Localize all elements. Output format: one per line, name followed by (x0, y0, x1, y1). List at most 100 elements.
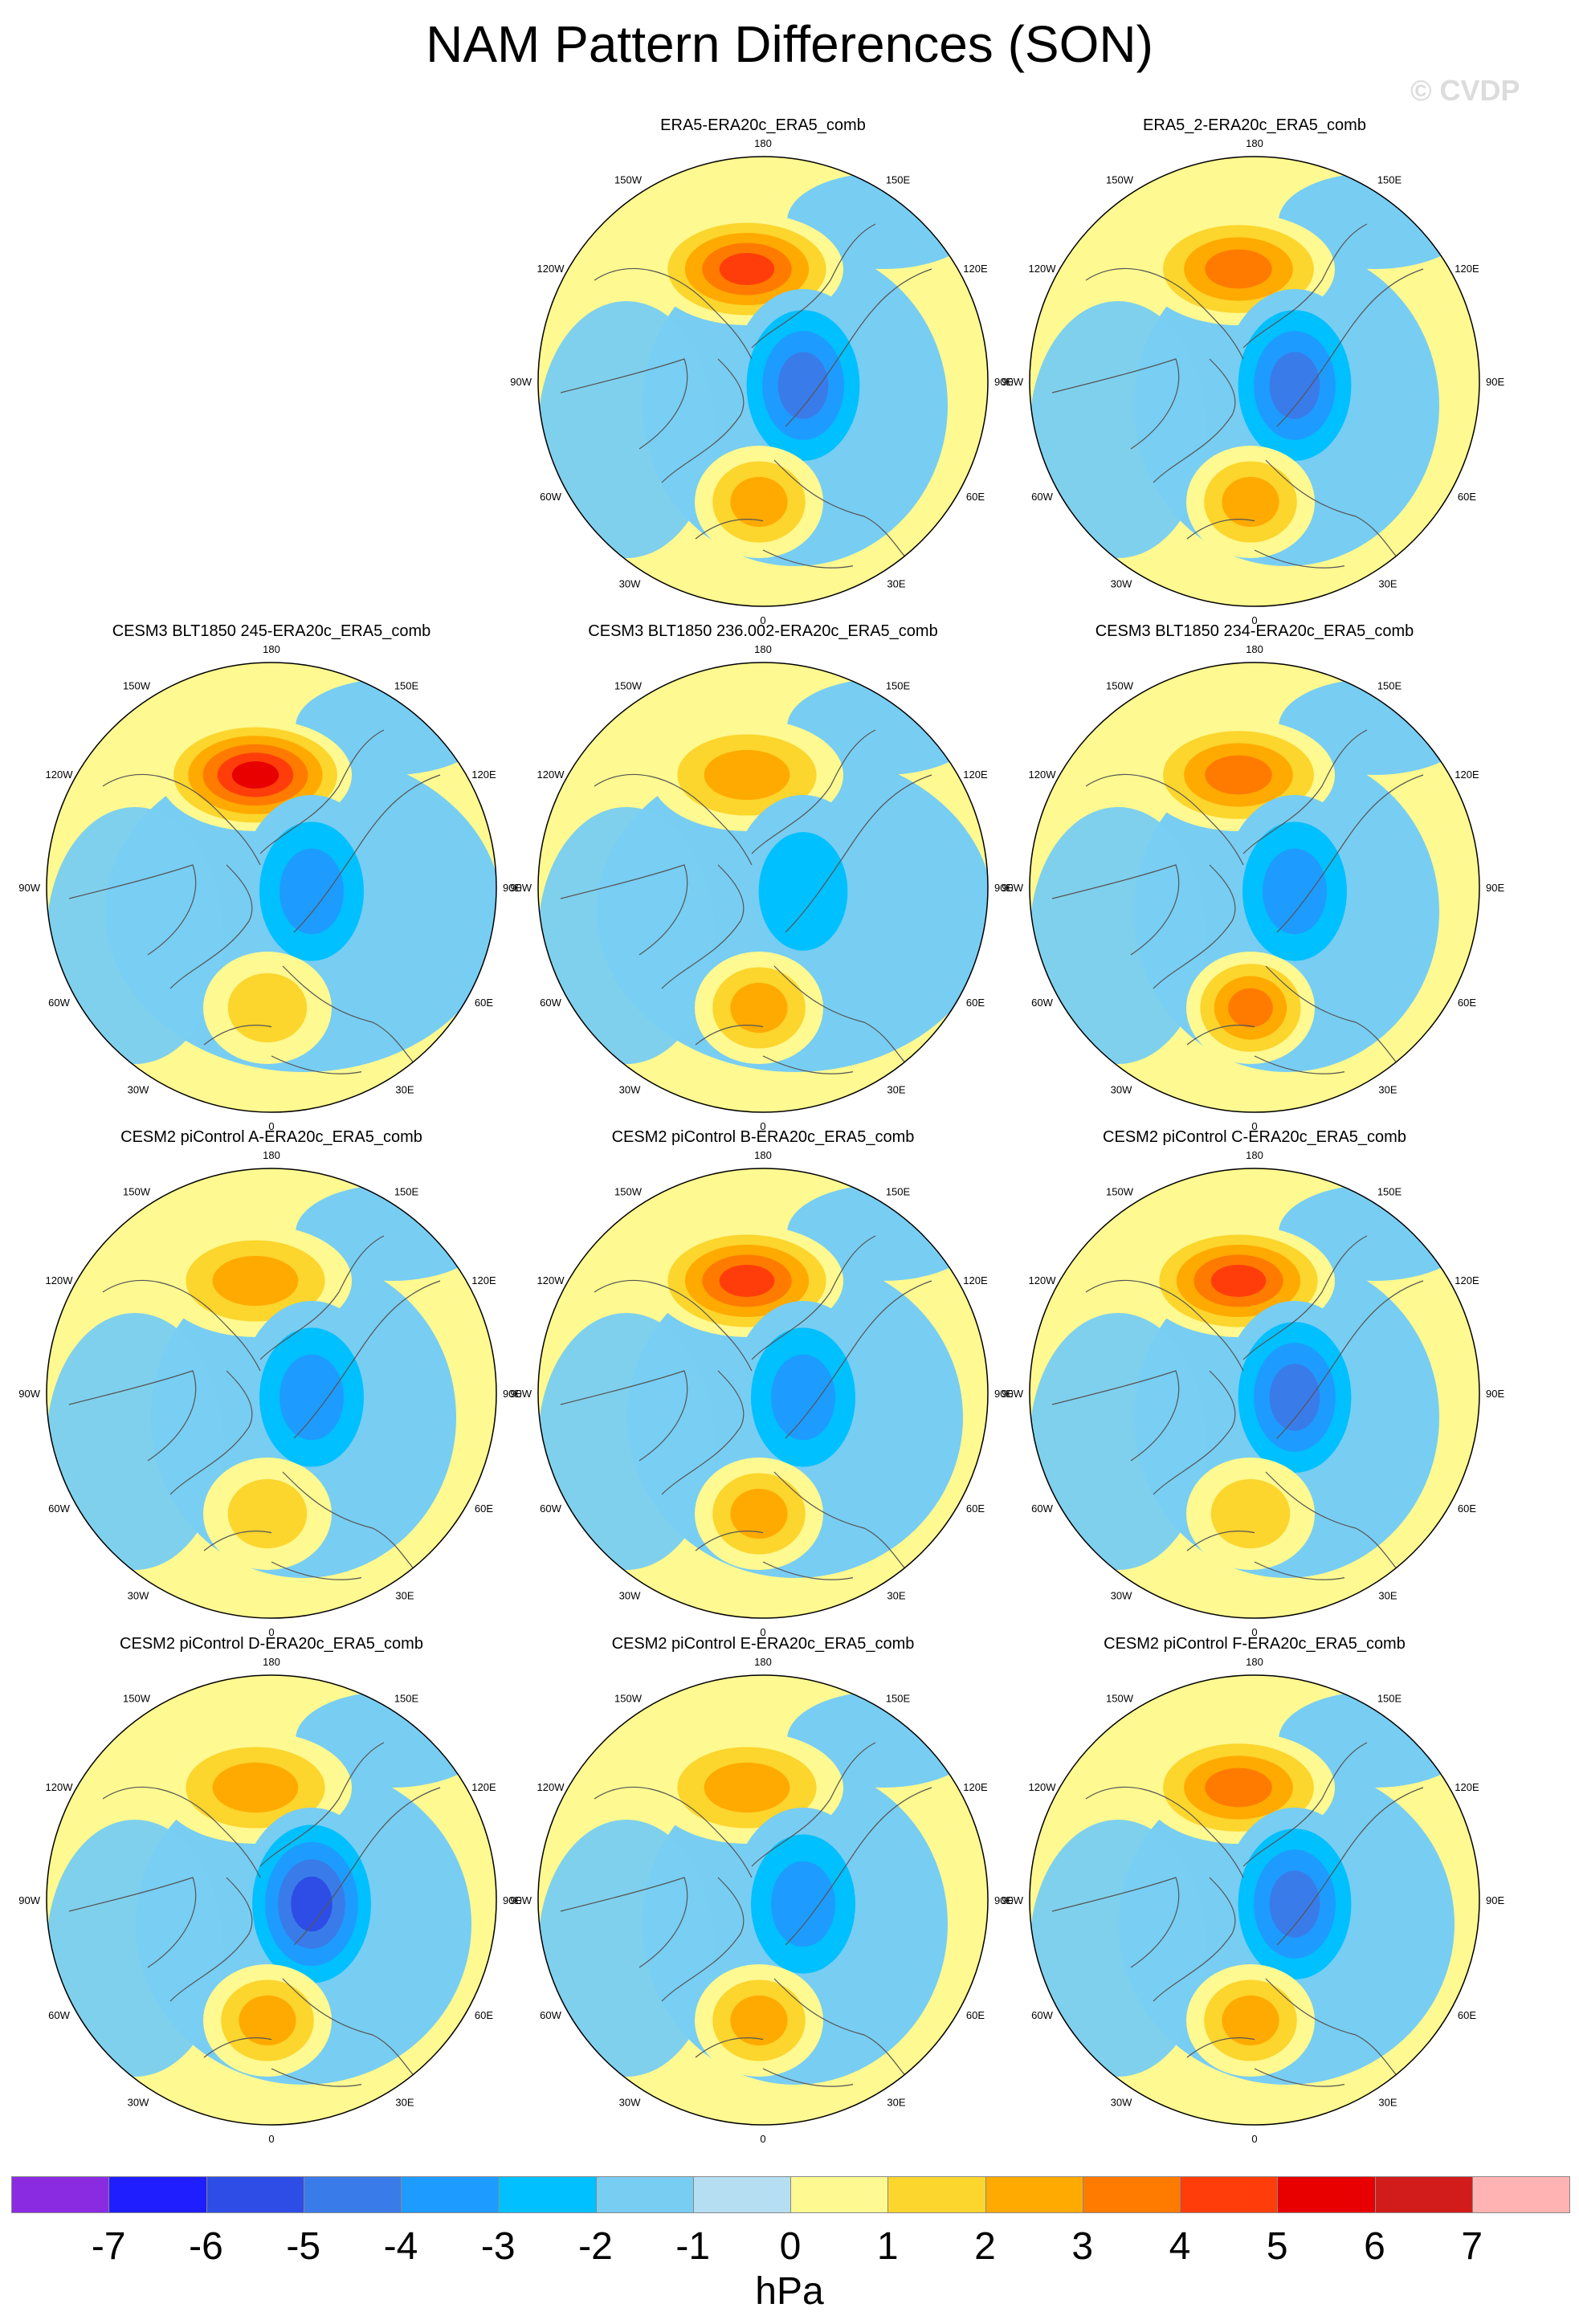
longitude-label: 90E (1486, 376, 1504, 388)
longitude-label: 0 (268, 1120, 274, 1132)
arctic-low-contour (1269, 352, 1320, 419)
longitude-label: 60E (966, 1502, 985, 1515)
coastlines (560, 223, 932, 569)
coastline (68, 864, 197, 956)
map-outline (1029, 156, 1480, 607)
map-panel: CESM2 piControl C-ERA20c_ERA5_comb 180 0 90… (1002, 1128, 1504, 1638)
coastline (293, 1787, 441, 1946)
arctic-low-contour (279, 848, 344, 935)
longitude-label: 30E (1378, 1083, 1397, 1095)
longitude-label: 150W (1106, 174, 1134, 186)
map-panel: CESM2 piControl A-ERA20c_ERA5_comb 180 0 90… (18, 1128, 521, 1638)
longitude-label: 90E (994, 1894, 1013, 1906)
longitude-label: 30W (1111, 2096, 1132, 2108)
longitude-label: 90W (1002, 1388, 1023, 1400)
longitude-label: 0 (760, 1626, 765, 1638)
longitude-label: 30E (1378, 577, 1397, 589)
longitude-label: 120E (1455, 769, 1479, 781)
longitude-label: 90E (1486, 1894, 1504, 1906)
coastline (259, 1742, 385, 1867)
coastline (1051, 1370, 1180, 1462)
longitude-label: 30W (619, 577, 641, 589)
coastline (1265, 965, 1402, 1068)
longitude-label: 150E (886, 1186, 911, 1198)
colorbar-tick-label: -1 (675, 2225, 711, 2268)
longitude-label: 60W (1031, 491, 1053, 503)
negative-band (538, 1820, 715, 2077)
polar-map: 180 0 90W 90E 150W 150E 120W 120E 60W 60E 30W 30E (510, 1149, 1013, 1638)
negative-band (47, 1820, 223, 2077)
pacific-high-contour (1205, 1767, 1272, 1808)
longitude-label: 180 (1246, 1149, 1263, 1161)
longitude-label: 30E (887, 2096, 905, 2108)
cvdp-watermark: © CVDP (1410, 74, 1520, 107)
coastline (169, 864, 253, 989)
longitude-label: 150W (123, 1186, 151, 1198)
contour-field (1030, 663, 1479, 1112)
longitude-label: 30W (128, 1589, 149, 1601)
coastline (594, 267, 753, 360)
negative-band (1030, 1313, 1206, 1570)
longitude-label: 30W (128, 1083, 149, 1095)
longitude-label: 120W (46, 1274, 74, 1286)
longitude-label: 90E (1486, 882, 1504, 894)
polar-map: 180 0 90W 90E 150W 150E 120W 120E 60W 60E 30W 30E (18, 643, 521, 1132)
longitude-label: 30W (128, 2096, 149, 2108)
coastlines (1051, 729, 1424, 1074)
atlantic-high-contour (730, 1995, 788, 2046)
arctic-low-contour (279, 1354, 344, 1441)
longitude-label: 60W (540, 491, 561, 503)
longitude-label: 180 (754, 1656, 772, 1668)
arctic-low-contour (291, 1876, 333, 1932)
longitude-label: 150E (394, 1186, 419, 1198)
contour-field (538, 157, 988, 606)
pacific-high-contour (1205, 755, 1272, 795)
coastline (1265, 459, 1402, 562)
negative-band (538, 301, 715, 558)
longitude-label: 30E (395, 1083, 414, 1095)
coastline (68, 1370, 197, 1462)
map-panel: CESM2 piControl F-ERA20c_ERA5_comb 180 0 90… (1002, 1635, 1504, 2145)
longitude-label: 150W (614, 1186, 643, 1198)
arctic-low-contour (771, 1354, 835, 1441)
coastline (271, 2068, 362, 2087)
longitude-label: 60E (475, 1502, 493, 1515)
pacific-high-contour (719, 253, 775, 285)
coastline (1254, 1055, 1345, 1074)
negative-band (1030, 807, 1206, 1064)
arctic-low-contour (758, 832, 848, 951)
colorbar-box (887, 2176, 986, 2213)
panel-title: CESM3 BLT1850 245-ERA20c_ERA5_comb (112, 622, 431, 640)
longitude-label: 150W (614, 680, 643, 692)
map-outline (1029, 1674, 1480, 2126)
coastline (282, 965, 418, 1068)
longitude-label: 60E (475, 997, 493, 1009)
longitude-label: 150W (614, 174, 643, 186)
map-panel: CESM3 BLT1850 234-ERA20c_ERA5_comb 180 0 90… (1002, 622, 1504, 1132)
coastlines (68, 1235, 441, 1580)
colorbar-tick-label: -6 (189, 2225, 223, 2268)
longitude-label: 150W (1106, 1693, 1134, 1705)
figure-title: NAM Pattern Differences (SON) (426, 15, 1153, 73)
coastline (661, 358, 745, 483)
colorbar-units: hPa (755, 2270, 824, 2313)
longitude-label: 0 (760, 2133, 765, 2145)
colorbar-tick-label: -7 (91, 2225, 126, 2268)
colorbar-tick-label: 6 (1364, 2225, 1385, 2268)
coastline (695, 2037, 764, 2058)
coastline (695, 519, 764, 540)
coastline (1085, 1279, 1244, 1372)
coastline (1186, 1025, 1255, 1046)
longitude-label: 120W (1029, 263, 1057, 275)
colorbar-box (985, 2176, 1083, 2213)
coastline (560, 358, 688, 450)
map-panel: ERA5_2-ERA20c_ERA5_comb 180 0 90W 90E 150W 150… (1002, 116, 1504, 626)
colorbar-box (498, 2176, 597, 2213)
colorbar-box (1374, 2176, 1473, 2213)
colorbar-tick-label: 2 (974, 2225, 996, 2268)
contour-field (47, 663, 496, 1112)
coastline (773, 459, 910, 562)
longitude-label: 30E (887, 1083, 905, 1095)
longitude-label: 150E (886, 680, 911, 692)
pacific-high-contour (704, 1762, 790, 1813)
